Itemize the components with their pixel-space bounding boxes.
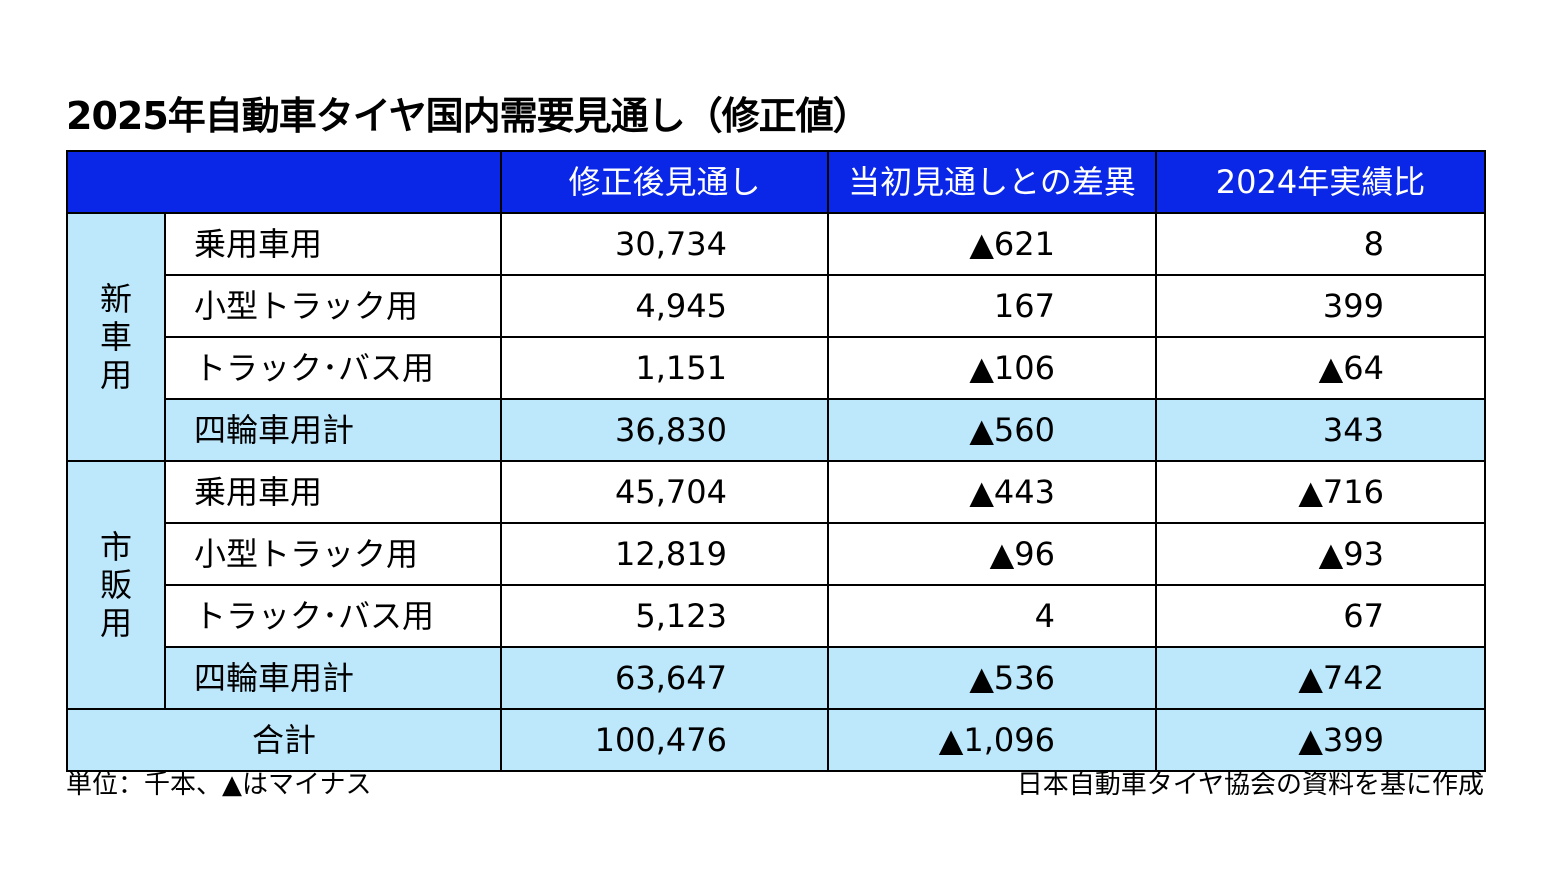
cell-revised: 4,945	[500, 274, 829, 338]
cell-diff: ▲560	[827, 398, 1157, 462]
cell-vs-2024: 399	[1155, 274, 1486, 338]
table-row: 新車用 乗用車用 30,734 ▲621 8	[66, 212, 1486, 462]
total-label: 合計	[66, 708, 502, 772]
row-label: 四輪車用計	[164, 398, 502, 462]
cell-revised: 45,704	[500, 460, 829, 524]
page-title: 2025年自動車タイヤ国内需要見通し（修正値）	[66, 94, 871, 138]
subtotal-row: 四輪車用計 63,647 ▲536 ▲742	[67, 646, 1486, 710]
row-label: トラック･バス用	[164, 336, 502, 400]
cell-revised: 1,151	[500, 336, 829, 400]
cell-diff: ▲96	[827, 522, 1157, 586]
unit-note: 単位：千本、▲はマイナス	[66, 770, 372, 800]
source-note: 日本自動車タイヤ協会の資料を基に作成	[1016, 770, 1484, 800]
table-row: トラック･バス用 1,151 ▲106 ▲64	[67, 336, 1486, 400]
cell-diff: 4	[827, 584, 1157, 648]
row-label: トラック･バス用	[164, 584, 502, 648]
cell-vs-2024: 343	[1155, 398, 1486, 462]
group-label-replacement: 市販用	[66, 460, 166, 710]
cell-diff: ▲106	[827, 336, 1157, 400]
cell-diff: ▲621	[827, 212, 1157, 276]
cell-vs-2024: 8	[1155, 212, 1486, 276]
cell-vs-2024: 67	[1155, 584, 1486, 648]
cell-vs-2024: ▲716	[1155, 460, 1486, 524]
row-label: 四輪車用計	[164, 646, 502, 710]
cell-revised: 30,734	[500, 212, 829, 276]
cell-revised: 36,830	[500, 398, 829, 462]
row-label: 乗用車用	[164, 460, 502, 524]
group-label-oem: 新車用	[66, 212, 166, 462]
cell-revised: 63,647	[500, 646, 829, 710]
header-revised-forecast: 修正後見通し	[500, 150, 829, 214]
cell-vs-2024: ▲64	[1155, 336, 1486, 400]
demand-table: 修正後見通し 当初見通しとの差異 2024年実績比 新車用 乗用車用 30,73…	[66, 150, 1486, 772]
table-row: 小型トラック用 4,945 167 399	[67, 274, 1486, 338]
header-diff-from-initial: 当初見通しとの差異	[827, 150, 1157, 214]
header-vs-2024: 2024年実績比	[1155, 150, 1486, 214]
cell-vs-2024: ▲399	[1155, 708, 1486, 772]
cell-diff: ▲1,096	[827, 708, 1157, 772]
cell-vs-2024: ▲742	[1155, 646, 1486, 710]
cell-vs-2024: ▲93	[1155, 522, 1486, 586]
cell-revised: 12,819	[500, 522, 829, 586]
table-row: トラック･バス用 5,123 4 67	[67, 584, 1486, 648]
row-label: 小型トラック用	[164, 522, 502, 586]
cell-revised: 100,476	[500, 708, 829, 772]
table-row: 市販用 乗用車用 45,704 ▲443 ▲716	[66, 460, 1486, 710]
subtotal-row: 四輪車用計 36,830 ▲560 343	[67, 398, 1486, 462]
cell-diff: 167	[827, 274, 1157, 338]
table-row: 小型トラック用 12,819 ▲96 ▲93	[67, 522, 1486, 586]
row-label: 小型トラック用	[164, 274, 502, 338]
table-header-row: 修正後見通し 当初見通しとの差異 2024年実績比	[66, 150, 1486, 214]
total-row: 合計 100,476 ▲1,096 ▲399	[66, 708, 1486, 772]
cell-revised: 5,123	[500, 584, 829, 648]
header-blank-cell	[66, 150, 502, 214]
cell-diff: ▲443	[827, 460, 1157, 524]
row-label: 乗用車用	[164, 212, 502, 276]
cell-diff: ▲536	[827, 646, 1157, 710]
